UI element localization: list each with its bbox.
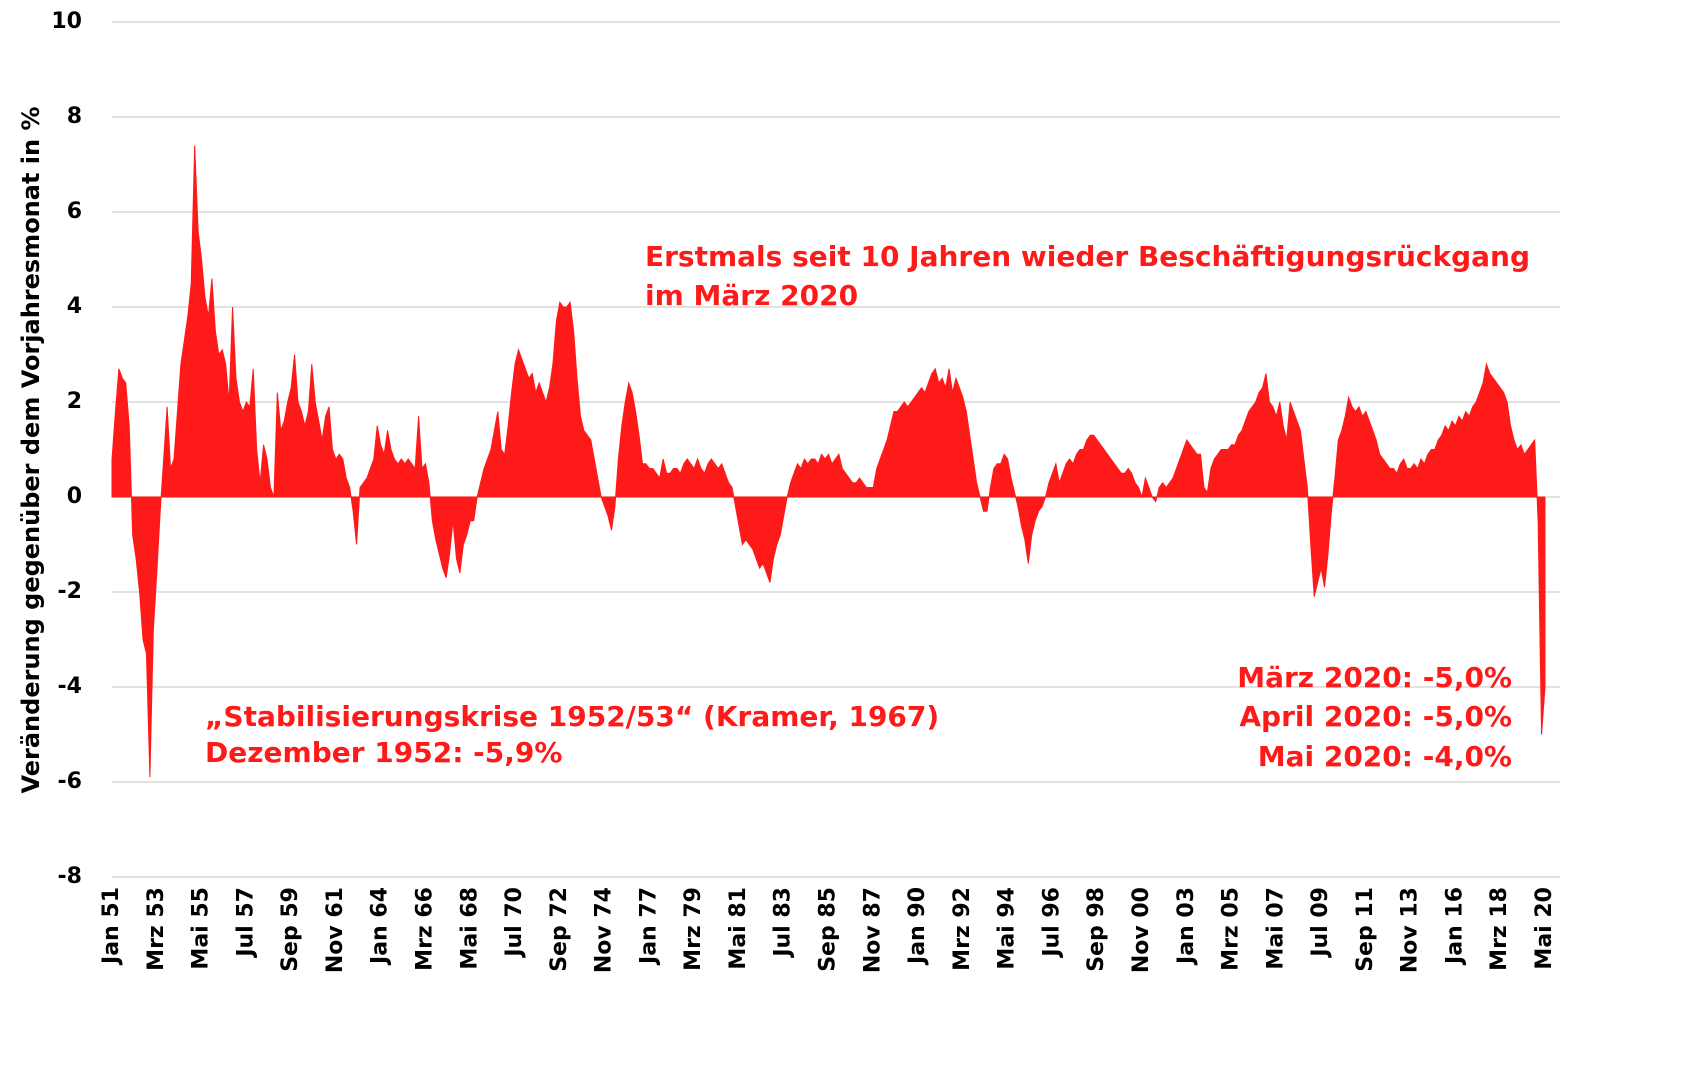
y-tick-label: -8 xyxy=(58,864,82,889)
x-tick-label: Nov 61 xyxy=(323,887,348,973)
y-tick-label: 2 xyxy=(67,389,82,414)
x-tick-label: Mai 94 xyxy=(995,887,1020,970)
x-tick-label: Sep 85 xyxy=(816,887,841,972)
x-tick-label: Jul 96 xyxy=(1039,887,1064,959)
x-tick-label: Nov 13 xyxy=(1398,887,1423,973)
x-tick-label: Mai 68 xyxy=(457,887,482,970)
x-tick-label: Sep 11 xyxy=(1353,887,1378,972)
y-tick-label: -2 xyxy=(58,579,82,604)
x-tick-label: Mai 07 xyxy=(1263,887,1288,970)
x-tick-label: Sep 59 xyxy=(278,887,303,972)
x-tick-label: Mai 20 xyxy=(1532,887,1557,970)
x-tick-label: Mrz 79 xyxy=(681,887,706,971)
x-tick-label: Mrz 92 xyxy=(950,887,975,971)
area xyxy=(111,145,1546,778)
y-tick-label: 10 xyxy=(51,9,82,34)
x-tick-label: Mrz 66 xyxy=(412,887,437,971)
annotation: März 2020: -5,0% xyxy=(1237,661,1512,694)
x-tick-label: Jul 83 xyxy=(771,887,796,959)
annotation: Mai 2020: -4,0% xyxy=(1258,740,1512,773)
x-tick-label: Mrz 18 xyxy=(1487,887,1512,971)
x-tick-label: Jan 16 xyxy=(1442,887,1467,966)
x-tick-label: Mai 55 xyxy=(189,887,214,970)
annotation: „Stabilisierungskrise 1952/53“ (Kramer, … xyxy=(205,700,939,733)
x-tick-label: Jul 57 xyxy=(233,887,258,959)
x-tick-label: Jan 64 xyxy=(368,887,393,966)
x-tick-label: Jan 90 xyxy=(905,887,930,966)
y-tick-label: -4 xyxy=(58,674,82,699)
annotation: im März 2020 xyxy=(645,279,858,312)
annotation: Erstmals seit 10 Jahren wieder Beschäfti… xyxy=(645,240,1530,273)
x-tick-label: Nov 00 xyxy=(1129,887,1154,973)
x-tick-label: Jul 09 xyxy=(1308,887,1333,959)
x-tick-label: Mrz 53 xyxy=(144,887,169,971)
y-axis-label: Veränderung gegenüber dem Vorjahresmonat… xyxy=(17,106,45,793)
x-tick-label: Sep 98 xyxy=(1084,887,1109,972)
annotation: April 2020: -5,0% xyxy=(1239,700,1512,733)
x-tick-label: Jul 70 xyxy=(502,887,527,959)
y-tick-label: 0 xyxy=(67,484,82,509)
annotation: Dezember 1952: -5,9% xyxy=(205,736,562,769)
x-tick-label: Mai 81 xyxy=(726,887,751,970)
y-tick-label: 4 xyxy=(67,294,82,319)
x-tick-label: Nov 74 xyxy=(592,887,617,973)
x-tick-label: Jan 03 xyxy=(1174,887,1199,966)
x-tick-label: Mrz 05 xyxy=(1219,887,1244,971)
x-tick-label: Jan 77 xyxy=(636,887,661,966)
y-tick-label: -6 xyxy=(58,769,82,794)
x-tick-label: Sep 72 xyxy=(547,887,572,972)
y-tick-label: 6 xyxy=(67,199,82,224)
x-tick-label: Jan 51 xyxy=(99,887,124,966)
y-tick-label: 8 xyxy=(67,104,82,129)
x-tick-label: Nov 87 xyxy=(860,887,885,973)
